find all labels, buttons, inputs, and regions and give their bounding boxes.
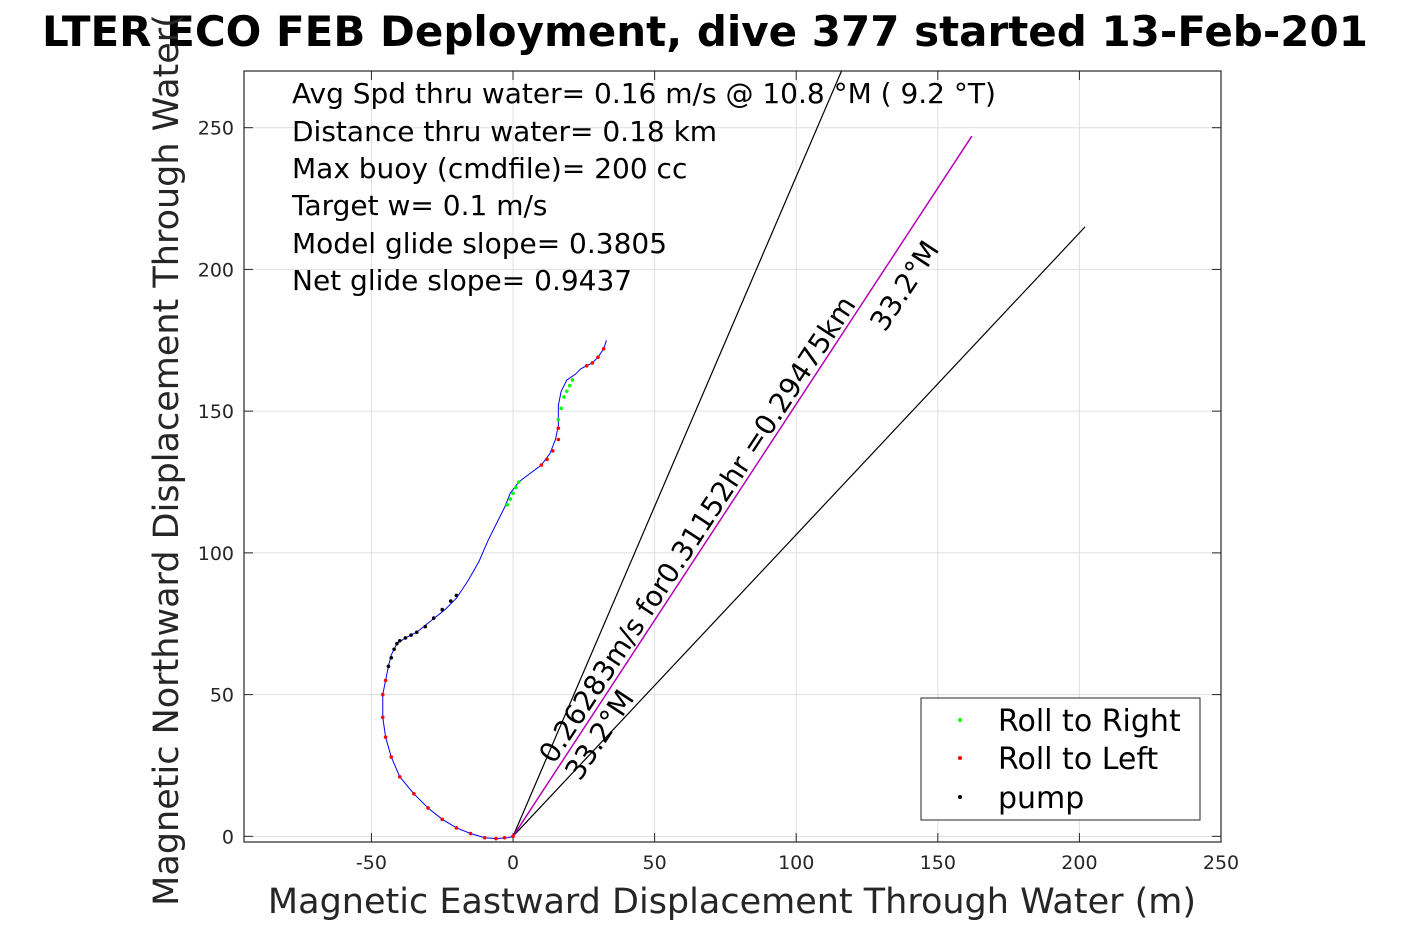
plot-area-frame [243,70,1222,843]
roll-right-point [511,491,515,496]
dive-info-text: Avg Spd thru water= 0.16 m/s @ 10.8 °M (… [291,77,996,297]
legend-label-roll-right: Roll to Right [998,704,1181,739]
roll-left-point [584,363,589,368]
roll-right-point [562,395,566,399]
grid-lines [244,71,1222,842]
pump-point [423,624,428,629]
roll-right-point [516,480,521,484]
roll-left-point [454,826,459,830]
chart-series [380,70,1086,841]
roll-right-point [567,383,572,388]
x-axis-label: Magnetic Eastward Displacement Through W… [268,882,1196,922]
legend-label-pump: pump [998,781,1084,816]
chart-title: LTER ECO FEB Deployment, dive 377 starte… [42,7,1368,56]
roll-right-point [505,502,510,507]
x-tick-label: 150 [920,852,956,874]
y-tick-label: 200 [198,259,234,281]
x-tick-label: 100 [778,852,814,874]
legend-label-roll-left: Roll to Left [998,742,1158,777]
x-tick-label: 200 [1061,852,1097,874]
roll-right-point [570,378,575,382]
roll-left-point [380,715,385,720]
roll-left-point [545,457,549,462]
roll-right-point [514,485,518,490]
pump-point [395,641,399,646]
roll-left-point [596,355,600,360]
y-tick-label: 150 [198,401,234,423]
heading-line [512,70,843,837]
pump-point [414,630,419,635]
pump-point [448,599,453,603]
roll-left-point [412,792,416,796]
y-tick-label: 250 [198,118,234,140]
pump-point [409,633,413,637]
x-tick-label: 50 [643,852,667,874]
pump-point [403,636,408,640]
roll-left-point [380,692,385,697]
pump-point [386,664,391,669]
roll-left-point [550,449,555,453]
heading-annotations: 0.26283m/s for0.31152hr =0.29475km 33.2°… [532,235,946,786]
legend-marker-pump [958,795,962,799]
speed-distance-annotation: 0.26283m/s for0.31152hr =0.29475km [532,290,862,769]
roll-left-point [601,346,606,351]
roll-left-point [556,437,561,442]
roll-right-point [508,497,512,501]
roll-left-point [494,836,498,841]
pump-point [389,655,394,660]
heading-annotation-high: 33.2°M [863,235,946,337]
roll-left-point [482,835,487,840]
roll-right-point [565,389,569,394]
y-tick-label: 100 [198,543,234,565]
legend-marker-roll-right [958,718,962,722]
roll-left-point [539,463,544,467]
glider-track-line [382,340,607,840]
info-line: Max buoy (cmdfile)= 200 cc [292,152,687,185]
roll-right-point [559,406,563,411]
x-tick-label: 250 [1203,852,1239,874]
net-displacement-line [512,135,973,837]
legend-box [920,697,1201,821]
info-line: Target w= 0.1 m/s [291,189,548,222]
roll-left-point [426,806,430,810]
pump-point [431,616,436,620]
roll-left-point [590,361,595,365]
pump-point [440,607,445,612]
legend: Roll to Right Roll to Left pump [920,697,1201,821]
roll-left-point [397,775,402,779]
roll-left-point [383,735,388,739]
roll-left-point [383,678,388,683]
y-axis-label: Magnetic Northward Displacement Through … [147,14,187,906]
x-tick-label: 0 [507,852,519,874]
axis-ticks: -50 0 50 100 150 200 250 0 50 100 150 200 250 [198,71,1239,874]
y-tick-label: 0 [222,826,234,848]
info-line: Avg Spd thru water= 0.16 m/s @ 10.8 °M (… [292,77,996,110]
roll-left-point [511,834,515,839]
info-line: Net glide slope= 0.9437 [292,264,632,297]
info-line: Model glide slope= 0.3805 [292,227,667,260]
roll-left-point [468,831,473,836]
pump-point [454,593,459,598]
y-tick-label: 50 [210,685,234,707]
roll-left-point [440,817,445,822]
info-line: Distance thru water= 0.18 km [292,115,717,148]
pump-point [397,638,402,643]
roll-right-point [556,417,561,422]
heading-line [512,226,1086,837]
roll-left-point [556,426,561,430]
x-tick-label: -50 [356,852,387,874]
roll-left-point [502,835,507,840]
pump-point [392,647,396,652]
roll-left-point [389,755,394,759]
legend-marker-roll-left [958,756,962,760]
